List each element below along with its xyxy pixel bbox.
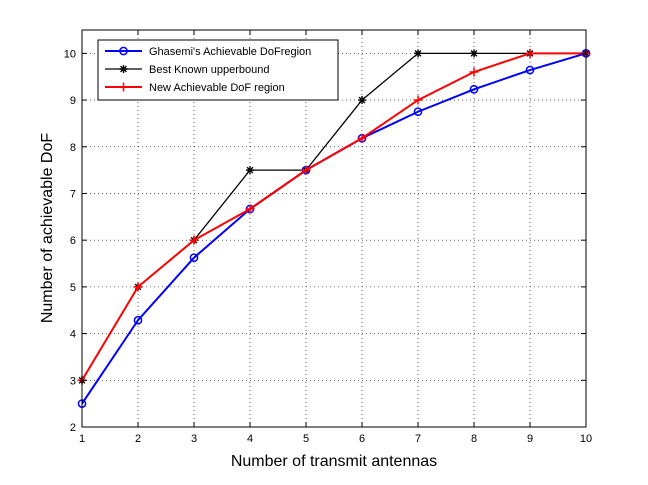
x-tick-label: 4 bbox=[247, 433, 253, 445]
x-tick-label: 1 bbox=[79, 433, 85, 445]
x-tick-label: 3 bbox=[191, 433, 197, 445]
x-tick-label: 9 bbox=[527, 433, 533, 445]
y-tick-label: 5 bbox=[70, 282, 76, 294]
data-point bbox=[414, 49, 422, 58]
x-tick-label: 10 bbox=[580, 433, 592, 445]
y-tick-label: 6 bbox=[70, 235, 76, 247]
data-point bbox=[525, 65, 535, 75]
data-point bbox=[189, 253, 199, 263]
tick-marks bbox=[81, 30, 587, 428]
data-point bbox=[301, 165, 311, 175]
y-tick-label: 7 bbox=[70, 188, 76, 200]
data-point bbox=[469, 84, 479, 94]
legend-marker bbox=[119, 46, 128, 56]
data-point bbox=[469, 67, 479, 77]
x-tick-label: 6 bbox=[359, 433, 365, 445]
data-point bbox=[413, 95, 423, 105]
x-tick-label: 8 bbox=[471, 433, 477, 445]
series-line bbox=[81, 52, 586, 381]
data-point bbox=[245, 204, 255, 214]
y-axis-label: Number of achievable DoF bbox=[39, 133, 56, 324]
data-point bbox=[357, 133, 367, 143]
legend-entry-0: Ghasemi's Achievable DoFregion bbox=[105, 46, 311, 58]
data-point bbox=[133, 315, 143, 325]
y-tick-label: 10 bbox=[64, 48, 76, 60]
legend-entry-1: Best Known upperbound bbox=[105, 64, 269, 76]
data-point bbox=[525, 48, 535, 58]
data-point bbox=[189, 235, 199, 245]
y-tick-label: 3 bbox=[70, 375, 76, 387]
x-tick-label: 5 bbox=[303, 433, 309, 445]
legend-label: Best Known upperbound bbox=[149, 64, 269, 76]
legend-label: Ghasemi's Achievable DoFregion bbox=[149, 46, 311, 58]
y-tick-label: 2 bbox=[70, 422, 76, 434]
y-tick-label: 8 bbox=[70, 142, 76, 154]
legend-entry-2: New Achievable DoF region bbox=[105, 82, 285, 94]
y-tick-labels: 2 3 4 5 6 7 8 9 10 bbox=[64, 48, 76, 434]
data-point bbox=[470, 49, 478, 58]
y-tick-label: 9 bbox=[70, 95, 76, 107]
data-point bbox=[358, 96, 366, 105]
x-axis-label: Number of transmit antennas bbox=[231, 453, 437, 470]
data-point bbox=[133, 282, 143, 292]
x-tick-label: 7 bbox=[415, 433, 421, 445]
plot-frame bbox=[81, 29, 587, 428]
legend-entries: Ghasemi's Achievable DoFregion Best Known… bbox=[105, 46, 311, 94]
x-tick-labels: 1 2 3 4 5 6 7 8 9 10 bbox=[79, 433, 592, 445]
data-point bbox=[246, 166, 254, 175]
legend: Ghasemi's Achievable DoFregion Best Known… bbox=[97, 39, 339, 101]
legend-label: New Achievable DoF region bbox=[149, 82, 285, 94]
legend-marker bbox=[119, 82, 128, 92]
x-tick-label: 2 bbox=[135, 433, 141, 445]
legend-marker bbox=[119, 65, 128, 73]
y-tick-label: 4 bbox=[70, 329, 76, 341]
data-point bbox=[413, 107, 423, 117]
